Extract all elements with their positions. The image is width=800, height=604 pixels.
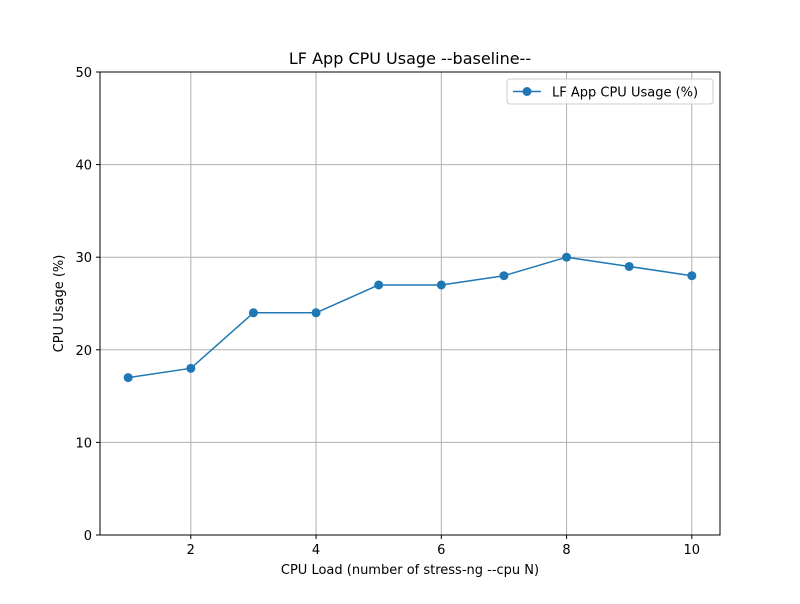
- x-tick-label: 10: [684, 543, 701, 558]
- x-axis-label: CPU Load (number of stress-ng --cpu N): [281, 563, 539, 578]
- data-point: [186, 363, 196, 373]
- y-tick-label: 10: [75, 436, 92, 451]
- chart-title: LF App CPU Usage --baseline--: [289, 49, 531, 68]
- x-tick-label: 6: [437, 543, 445, 558]
- data-point: [123, 373, 133, 383]
- data-point: [248, 308, 258, 318]
- x-tick-label: 8: [562, 543, 570, 558]
- data-point: [499, 271, 509, 281]
- series-layer: [123, 252, 697, 383]
- plot-frame: [99, 71, 721, 536]
- x-tick-label: 4: [312, 543, 320, 558]
- x-tick-label: 2: [187, 543, 195, 558]
- y-tick-label: 0: [84, 529, 92, 544]
- legend-dot-marker: [522, 87, 532, 96]
- series-line: [128, 256, 692, 379]
- data-point: [562, 252, 572, 262]
- legend: LF App CPU Usage (%): [506, 78, 714, 105]
- data-point: [624, 261, 634, 271]
- axis-ticks: 2 4 6 8 10 0 10 20 30 40 50: [75, 66, 700, 558]
- legend-box: [506, 78, 714, 105]
- legend-entry-label: LF App CPU Usage (%): [552, 86, 698, 101]
- data-point: [374, 280, 384, 290]
- data-point: [687, 271, 697, 281]
- data-point: [436, 280, 446, 290]
- data-point: [311, 308, 321, 318]
- y-tick-label: 50: [75, 66, 92, 81]
- y-tick-label: 40: [75, 159, 92, 174]
- y-axis-label: CPU Usage (%): [52, 255, 67, 353]
- y-tick-label: 20: [75, 344, 92, 359]
- y-tick-label: 30: [75, 251, 92, 266]
